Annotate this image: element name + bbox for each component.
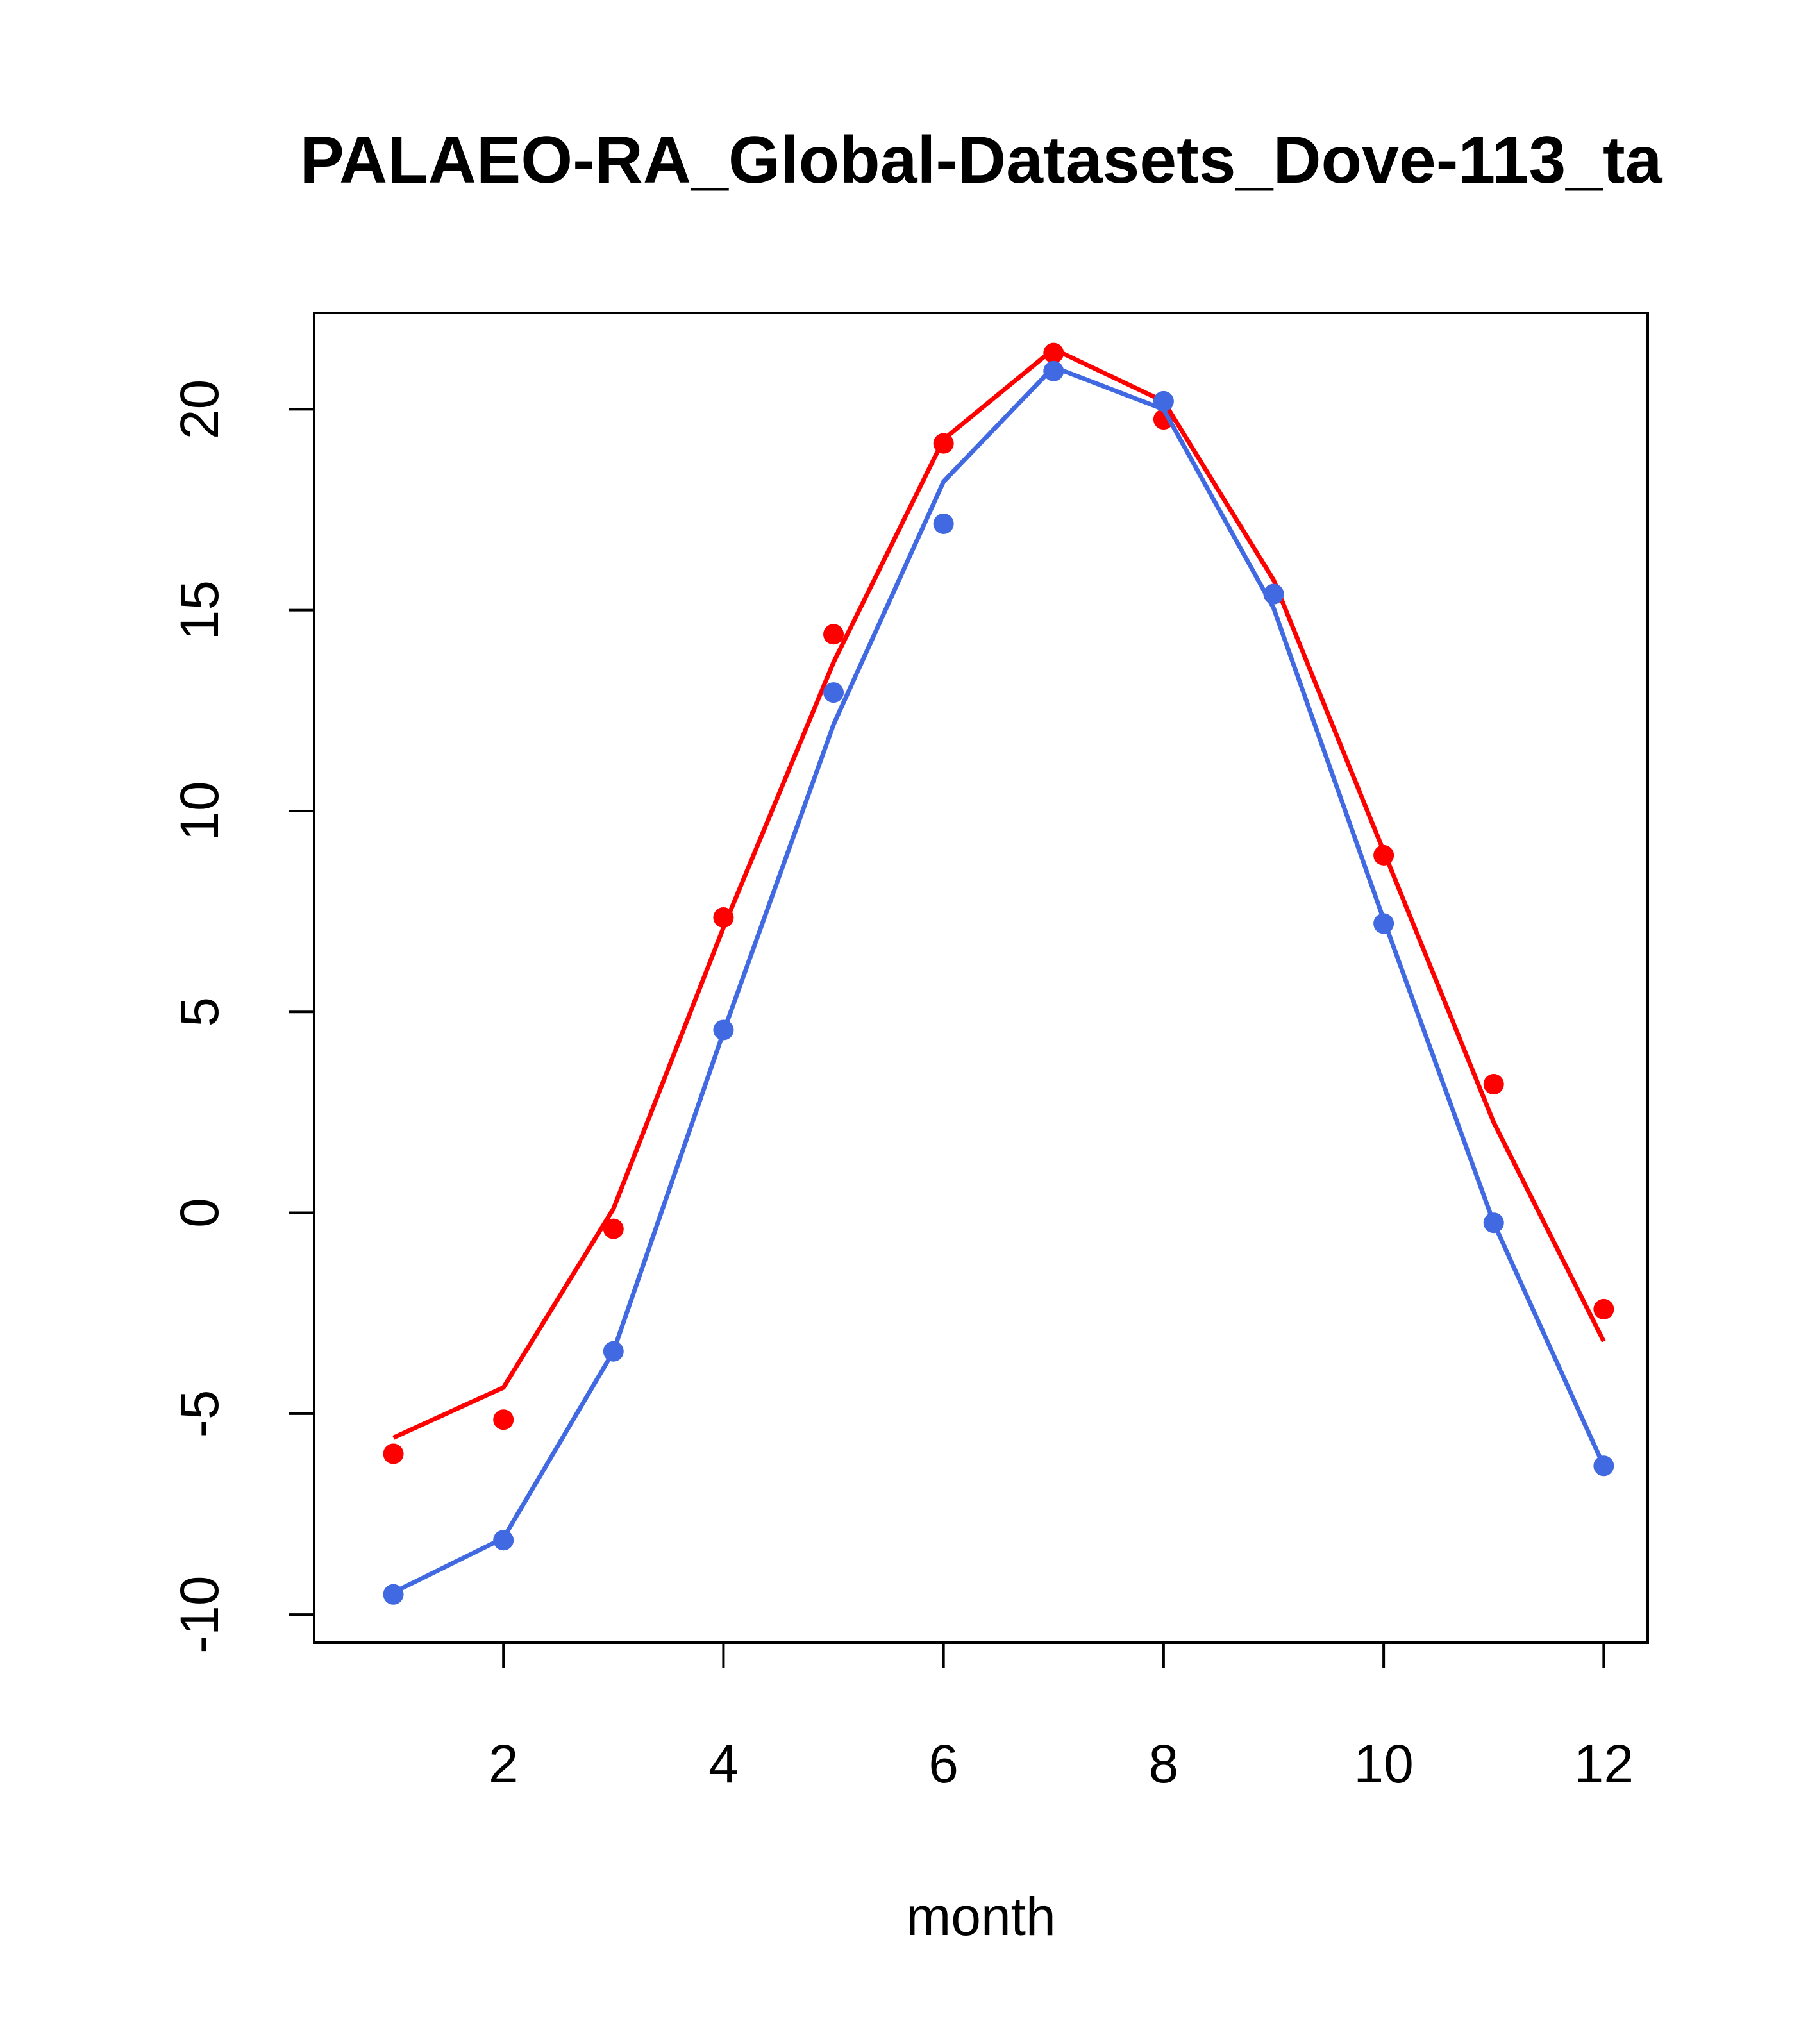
- y-tick-label: 5: [169, 997, 230, 1027]
- chart-title: PALAEO-RA_Global-Datasets_Dove-113_ta: [300, 123, 1663, 197]
- red-point: [1593, 1298, 1614, 1319]
- blue-point: [823, 682, 844, 703]
- blue-point: [1043, 360, 1064, 381]
- red-point: [1043, 342, 1064, 364]
- red-line: [392, 346, 1606, 1440]
- y-tick-label: -5: [169, 1389, 230, 1437]
- x-tick-label: 10: [1353, 1734, 1413, 1794]
- x-axis-label: month: [906, 1886, 1055, 1947]
- x-axis: 2 4 6 8 10 12: [489, 1641, 1634, 1794]
- x-tick-label: 2: [489, 1734, 519, 1794]
- blue-point: [933, 513, 954, 534]
- x-tick-label: 8: [1149, 1734, 1179, 1794]
- plot-frame: [313, 312, 1649, 1644]
- red-point: [383, 1443, 404, 1464]
- x-tick-label: 12: [1574, 1734, 1634, 1794]
- y-tick-label: 20: [169, 380, 230, 439]
- series-layer: [383, 342, 1614, 1605]
- red-point: [1483, 1074, 1504, 1095]
- y-axis: -10 -5 0 5 10 15 20: [169, 380, 315, 1654]
- y-tick-label: 10: [169, 781, 230, 841]
- red-point: [603, 1218, 624, 1239]
- x-tick-label: 4: [708, 1734, 739, 1794]
- x-tick-label: 6: [928, 1734, 959, 1794]
- red-point: [493, 1409, 514, 1430]
- blue-line: [392, 364, 1606, 1595]
- y-tick-label: -10: [169, 1575, 230, 1653]
- y-tick-label: 0: [169, 1198, 230, 1228]
- y-tick-label: 15: [169, 580, 230, 640]
- red-point: [823, 624, 844, 645]
